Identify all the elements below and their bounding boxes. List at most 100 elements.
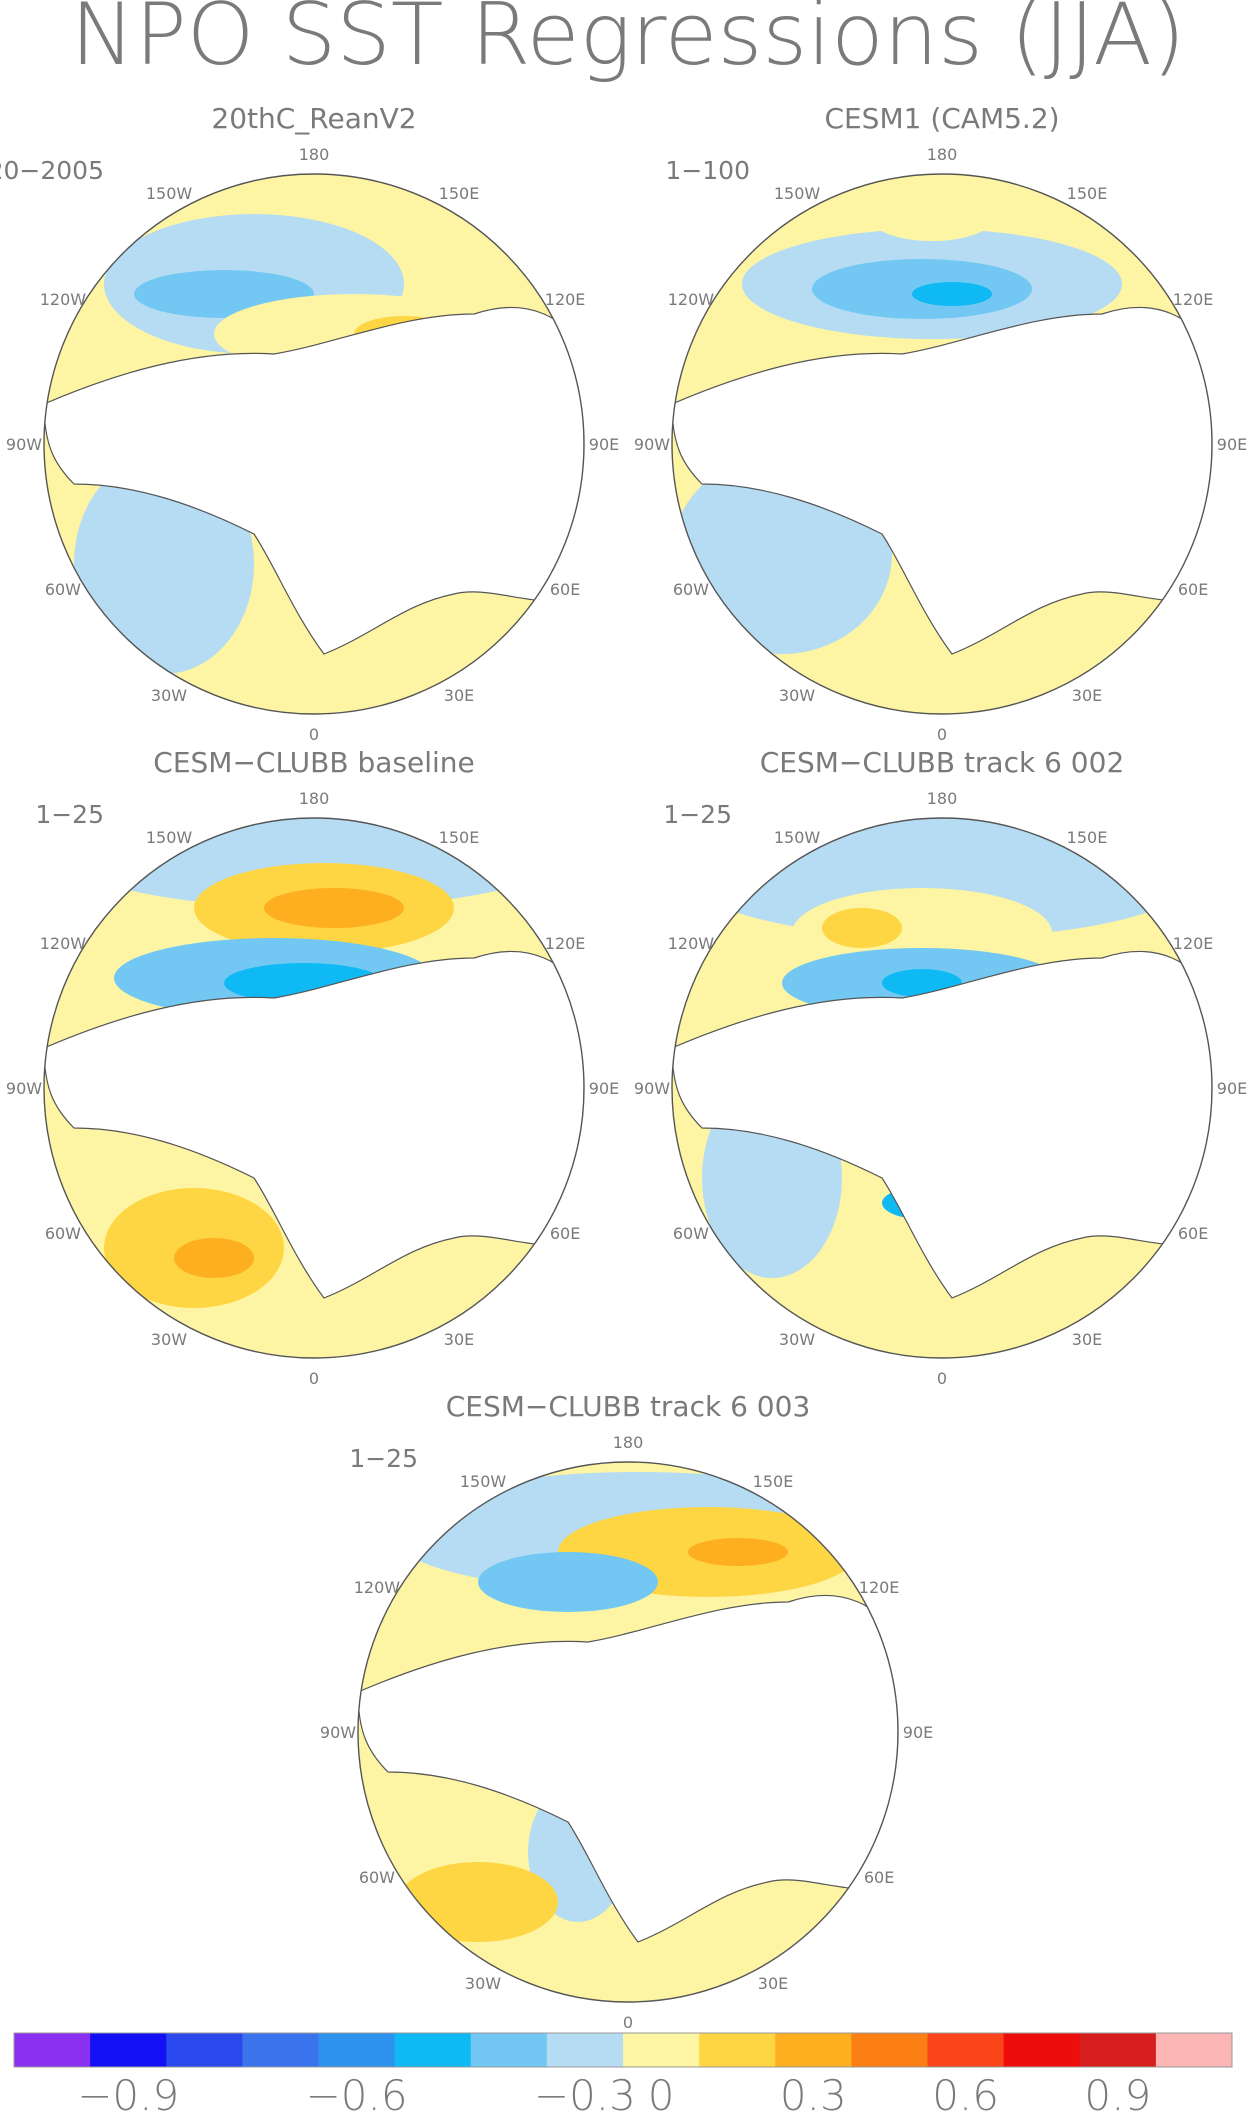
longitude-label: 120W	[668, 934, 715, 953]
polar-map	[43, 817, 585, 1359]
longitude-label: 150E	[1067, 184, 1108, 203]
colorbar-swatch	[470, 2033, 548, 2067]
longitude-label: 90W	[634, 1079, 670, 1098]
panel-period: 1−25	[349, 1444, 418, 1473]
longitude-label: 90W	[320, 1723, 356, 1742]
sst-anomaly-patch	[54, 818, 574, 908]
map-panel-clubb-baseline: CESM−CLUBB baseline 1−25 180 150E 120E 90E 6…	[6, 746, 619, 1388]
colorbar-swatch	[1003, 2033, 1081, 2067]
colorbar-tick-label: −0.9	[77, 2071, 179, 2118]
colorbar-swatch	[394, 2033, 472, 2067]
longitude-label: 30W	[151, 1330, 187, 1349]
colorbar-swatch	[546, 2033, 624, 2067]
longitude-label: 60W	[359, 1868, 395, 1887]
longitude-label: 150W	[460, 1472, 507, 1491]
map-boundary	[43, 173, 585, 715]
panel-title: CESM−CLUBB track 6 003	[446, 1390, 811, 1423]
longitude-label: 180	[927, 789, 958, 808]
longitude-label: 60W	[45, 580, 81, 599]
longitude-label: 30E	[758, 1974, 788, 1993]
panel-period: 1920−2005	[0, 156, 104, 185]
longitude-label: 90E	[589, 1079, 619, 1098]
longitude-label: 30E	[1072, 1330, 1102, 1349]
land-mass	[44, 950, 584, 1299]
longitude-label: 180	[927, 145, 958, 164]
colorbar-swatch	[699, 2033, 776, 2067]
longitude-label: 120E	[859, 1578, 900, 1597]
sst-anomaly-patch	[912, 282, 992, 306]
longitude-label: 150E	[439, 828, 480, 847]
longitude-label: 30E	[1072, 686, 1102, 705]
colorbar-swatch	[1079, 2033, 1157, 2067]
polar-map	[43, 173, 585, 715]
longitude-label: 60E	[1178, 580, 1208, 599]
longitude-label: 0	[309, 1369, 319, 1388]
longitude-labels: 180 150E 120E 90E 60E 30E 0 30W 60W 90W 120W 150W	[6, 789, 619, 1388]
longitude-label: 0	[623, 2013, 633, 2032]
longitude-label: 120E	[1173, 934, 1214, 953]
colorbar-tick-label: 0.6	[932, 2071, 999, 2118]
longitude-label: 120W	[40, 934, 87, 953]
longitude-label: 150E	[439, 184, 480, 203]
colorbar-frame	[13, 2032, 1233, 2068]
colorbar-swatch	[242, 2033, 320, 2067]
colorbar-tick-label: −0.3	[534, 2071, 636, 2118]
panel-title: CESM−CLUBB track 6 002	[760, 746, 1125, 779]
longitude-label: 30E	[444, 686, 474, 705]
map-boundary	[43, 817, 585, 1359]
map-boundary	[671, 173, 1213, 715]
colorbar-swatch	[775, 2033, 852, 2067]
longitude-labels: 180 150E 120E 90E 60E 30E 0 30W 60W 90W 120W 150W	[320, 1433, 933, 2032]
longitude-label: 30W	[151, 686, 187, 705]
colorbar-tick-label: 0.3	[780, 2071, 847, 2118]
longitude-label: 120W	[668, 290, 715, 309]
longitude-label: 0	[937, 725, 947, 744]
map-panel-clubb-track6-003: CESM−CLUBB track 6 003 1−25 180 150E 120E 9…	[320, 1390, 933, 2032]
colorbar-swatch	[623, 2033, 700, 2067]
longitude-labels: 180 150E 120E 90E 60E 30E 0 30W 60W 90W 120W 150W	[6, 145, 619, 744]
sst-anomaly-patch	[688, 1538, 788, 1566]
longitude-label: 150W	[146, 184, 193, 203]
sst-anomaly-patch	[822, 908, 902, 948]
longitude-label: 120E	[1173, 290, 1214, 309]
longitude-label: 60W	[673, 1224, 709, 1243]
panel-period: 1−25	[35, 800, 104, 829]
figure-title: NPO SST Regressions (JJA)	[71, 0, 1186, 85]
longitude-label: 150W	[774, 828, 821, 847]
land-mass	[358, 1594, 898, 1943]
longitude-label: 150E	[1067, 828, 1108, 847]
longitude-label: 180	[299, 789, 330, 808]
longitude-labels: 180 150E 120E 90E 60E 30E 0 30W 60W 90W 120W 150W	[634, 789, 1247, 1388]
longitude-label: 180	[299, 145, 330, 164]
polar-map	[357, 1461, 899, 2003]
polar-map	[671, 817, 1213, 1359]
longitude-label: 30W	[465, 1974, 501, 1993]
longitude-label: 120E	[545, 934, 586, 953]
longitude-label: 60E	[1178, 1224, 1208, 1243]
map-boundary	[357, 1461, 899, 2003]
polar-map	[671, 173, 1213, 715]
longitude-label: 150W	[774, 184, 821, 203]
panel-title: CESM−CLUBB baseline	[153, 746, 474, 779]
colorbar-swatch	[1155, 2033, 1233, 2067]
longitude-label: 60E	[864, 1868, 894, 1887]
longitude-label: 150W	[146, 828, 193, 847]
longitude-label: 60W	[673, 580, 709, 599]
longitude-label: 30W	[779, 1330, 815, 1349]
colorbar-swatch	[851, 2033, 929, 2067]
sst-anomaly-patch	[398, 1862, 558, 1942]
longitude-label: 120W	[40, 290, 87, 309]
longitude-label: 0	[937, 1369, 947, 1388]
sst-anomaly-patch	[264, 888, 404, 928]
longitude-label: 90E	[1217, 435, 1247, 454]
colorbar-swatch	[90, 2033, 167, 2067]
longitude-label: 150E	[753, 1472, 794, 1491]
longitude-label: 60W	[45, 1224, 81, 1243]
land-mass	[672, 306, 1212, 655]
longitude-label: 60E	[550, 1224, 580, 1243]
colorbar-swatch	[318, 2033, 396, 2067]
longitude-labels: 180 150E 120E 90E 60E 30E 0 30W 60W 90W 120W 150W	[634, 145, 1247, 744]
panel-title: CESM1 (CAM5.2)	[824, 102, 1059, 135]
panel-period: 1−100	[665, 156, 750, 185]
longitude-label: 90W	[6, 435, 42, 454]
